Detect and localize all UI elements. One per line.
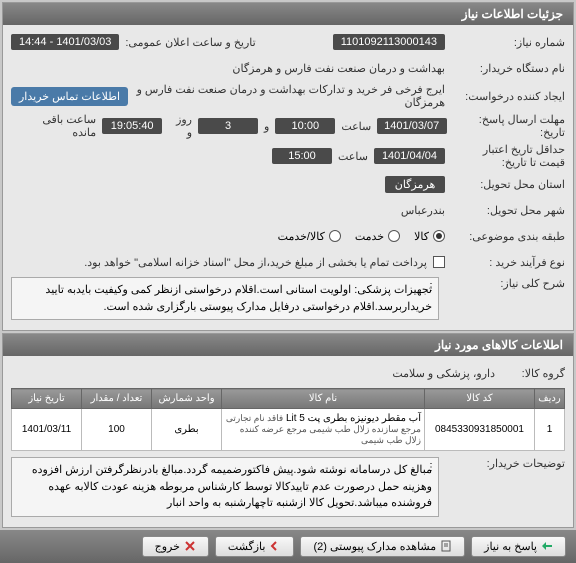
row-classification: طبقه بندی موضوعی: کالا خدمت کالا/خدمت [11,225,565,247]
back-icon [269,540,281,552]
desc-text: تجهیزات پزشکی: اولویت استانی است.اقلام د… [45,284,432,313]
deadline-time: 10:00 [275,118,335,134]
need-details-panel: جزئیات اطلاعات نیاز شماره نیاز: 11010921… [2,2,574,331]
buyer-org-value: بهداشت و درمان صنعت نفت فارس و هرمزگان [232,62,445,75]
radio-both-circle [329,230,341,242]
row-description: شرح کلی نیاز: ⋮ تجهیزات پزشکی: اولویت اس… [11,277,565,320]
goods-body: گروه کالا: دارو، پزشکی و سلامت ردیف کد ک… [3,356,573,527]
cell-name: آب مقطر دیونیزه بطری پت Lit 5 فاقد نام ت… [222,409,425,451]
deadline-date: 1401/03/07 [377,118,447,134]
row-deadline: مهلت ارسال پاسخ: تاریخ: 1401/03/07 ساعت … [11,113,565,139]
exit-label: خروج [155,540,180,553]
days-value: 3 [198,118,258,134]
expand-notes-icon[interactable]: ⋮ [426,460,436,475]
remaining-time: 19:05:40 [102,118,162,134]
table-header-row: ردیف کد کالا نام کالا واحد شمارش تعداد /… [12,389,565,409]
need-no-label: شماره نیاز: [445,36,565,49]
and-label: و [264,120,269,133]
process-checkbox[interactable] [433,256,445,268]
need-no-value: 1101092113000143 [333,34,445,50]
goods-table: ردیف کد کالا نام کالا واحد شمارش تعداد /… [11,388,565,451]
cell-unit: بطری [152,409,222,451]
attachment-icon [440,540,452,552]
table-row[interactable]: 1 0845330931850001 آب مقطر دیونیزه بطری … [12,409,565,451]
classification-radio-group: کالا خدمت کالا/خدمت [278,230,445,243]
row-group: گروه کالا: دارو، پزشکی و سلامت [11,362,565,384]
row-validity: حداقل تاریخ اعتبار قیمت تا تاریخ: 1401/0… [11,143,565,169]
footer-bar: پاسخ به نیاز مشاهده مدارک پیوستی (2) باز… [0,530,576,563]
expand-icon[interactable]: ⋮ [426,280,436,295]
city-value: بندرعباس [401,204,445,217]
row-city: شهر محل تحویل: بندرعباس [11,199,565,221]
row-buyer-org: نام دستگاه خریدار: بهداشت و درمان صنعت ن… [11,57,565,79]
time-label-2: ساعت [338,150,368,163]
row-need-no: شماره نیاز: 1101092113000143 تاریخ و ساع… [11,31,565,53]
goods-panel: اطلاعات کالاهای مورد نیاز گروه کالا: دار… [2,333,574,528]
buyer-notes-label: توضیحات خریدار: [445,457,565,470]
reply-icon [541,540,553,552]
province-value: هرمزگان [385,176,445,193]
announce-value: 1401/03/03 - 14:44 [11,34,119,50]
deadline-label: مهلت ارسال پاسخ: تاریخ: [447,113,565,139]
info-body: شماره نیاز: 1101092113000143 تاریخ و ساع… [3,25,573,330]
radio-service-label: خدمت [355,230,384,243]
radio-both[interactable]: کالا/خدمت [278,230,341,243]
radio-service-circle [388,230,400,242]
col-code: کد کالا [425,389,535,409]
row-province: استان محل تحویل: هرمزگان [11,173,565,195]
attachments-button[interactable]: مشاهده مدارک پیوستی (2) [300,536,465,557]
col-unit: واحد شمارش [152,389,222,409]
reply-button[interactable]: پاسخ به نیاز [471,536,566,557]
radio-service[interactable]: خدمت [355,230,400,243]
cell-code: 0845330931850001 [425,409,535,451]
validity-time: 15:00 [272,148,332,164]
radio-goods[interactable]: کالا [414,230,445,243]
row-creator: ایجاد کننده درخواست: ایرج فرخی فر خرید و… [11,83,565,109]
radio-goods-circle [433,230,445,242]
row-process: نوع فرآیند خرید : پرداخت تمام یا بخشی از… [11,251,565,273]
desc-label: شرح کلی نیاز: [445,277,565,290]
back-label: بازگشت [228,540,266,553]
goods-panel-title: اطلاعات کالاهای مورد نیاز [3,334,573,356]
buyer-notes-text: مبالغ کل درسامانه نوشته شود.پیش فاکتورضم… [32,464,432,509]
col-date: تاریخ نیاز [12,389,82,409]
product-name: آب مقطر دیونیزه بطری پت Lit 5 [286,413,421,424]
reply-label: پاسخ به نیاز [484,540,537,553]
row-buyer-notes: توضیحات خریدار: ⋮ مبالغ کل درسامانه نوشت… [11,457,565,517]
panel-title: جزئیات اطلاعات نیاز [3,3,573,25]
radio-goods-label: کالا [414,230,429,243]
city-label: شهر محل تحویل: [445,204,565,217]
buyer-notes-box: ⋮ مبالغ کل درسامانه نوشته شود.پیش فاکتور… [11,457,439,517]
time-label-1: ساعت [341,120,371,133]
day-label: روز و [168,113,192,139]
creator-value: ایرج فرخی فر خرید و تدارکات بهداشت و درم… [128,83,445,109]
cell-idx: 1 [535,409,565,451]
validity-label: حداقل تاریخ اعتبار قیمت تا تاریخ: [445,143,565,169]
group-value: دارو، پزشکی و سلامت [392,367,495,380]
classification-label: طبقه بندی موضوعی: [445,230,565,243]
remaining-label: ساعت باقی مانده [17,113,96,139]
group-label: گروه کالا: [495,367,565,380]
process-label: نوع فرآیند خرید : [445,256,565,269]
col-qty: تعداد / مقدار [82,389,152,409]
col-name: نام کالا [222,389,425,409]
contact-buyer-button[interactable]: اطلاعات تماس خریدار [11,87,128,106]
buyer-org-label: نام دستگاه خریدار: [445,62,565,75]
exit-button[interactable]: خروج [142,536,209,557]
cell-date: 1401/03/11 [12,409,82,451]
col-idx: ردیف [535,389,565,409]
exit-icon [184,540,196,552]
desc-box: ⋮ تجهیزات پزشکی: اولویت استانی است.اقلام… [11,277,439,320]
announce-label: تاریخ و ساعت اعلان عمومی: [119,36,255,49]
process-text: پرداخت تمام یا بخشی از مبلغ خرید،از محل … [84,256,427,269]
creator-label: ایجاد کننده درخواست: [445,90,565,103]
cell-qty: 100 [82,409,152,451]
back-button[interactable]: بازگشت [215,536,295,557]
radio-both-label: کالا/خدمت [278,230,325,243]
validity-date: 1401/04/04 [374,148,445,164]
attachments-label: مشاهده مدارک پیوستی (2) [313,540,436,553]
province-label: استان محل تحویل: [445,178,565,191]
